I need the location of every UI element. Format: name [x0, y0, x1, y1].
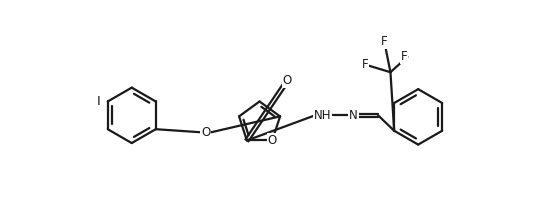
- Text: F: F: [401, 50, 407, 63]
- Text: O: O: [201, 126, 210, 139]
- Text: NH: NH: [314, 109, 331, 122]
- Text: F: F: [381, 35, 387, 48]
- Text: N: N: [349, 109, 358, 122]
- Text: F: F: [362, 58, 369, 71]
- Text: I: I: [97, 95, 101, 108]
- Text: O: O: [267, 134, 277, 147]
- Text: O: O: [282, 74, 292, 87]
